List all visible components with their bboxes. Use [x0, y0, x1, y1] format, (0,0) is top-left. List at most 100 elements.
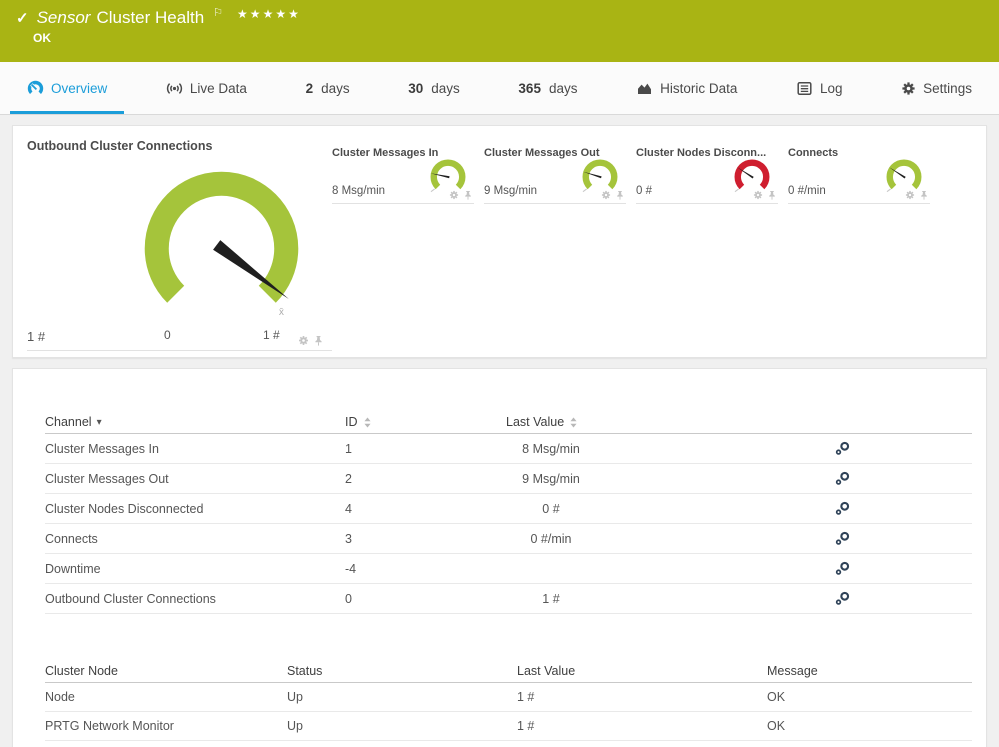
flag-icon[interactable]: ⚐	[213, 6, 224, 19]
sort-both-icon	[569, 417, 578, 428]
main-gauge-current-value: 1 #	[27, 329, 46, 344]
tab-overview[interactable]: Overview	[10, 62, 124, 114]
channel-settings-icon[interactable]	[835, 471, 850, 486]
last-value-cell: 1 #	[506, 584, 596, 614]
tab-historic-data[interactable]: Historic Data	[619, 62, 754, 114]
message-header-label: Message	[767, 664, 818, 678]
gauge-pin-icon[interactable]	[919, 190, 929, 200]
last-value-cell	[506, 554, 596, 584]
channel-settings-icon[interactable]	[835, 441, 850, 456]
small-gauge	[430, 159, 466, 193]
node-status-cell: Up	[287, 683, 517, 712]
gauge-title: Cluster Messages In	[332, 147, 439, 159]
id-column-header[interactable]: ID	[345, 411, 506, 434]
channel-settings-icon[interactable]	[835, 561, 850, 576]
status-ok-check-icon: ✓	[16, 10, 29, 27]
last-value-column-header[interactable]: Last Value	[506, 411, 596, 434]
cluster-node-header-label: Cluster Node	[45, 664, 118, 678]
tab-log[interactable]: Log	[779, 62, 860, 114]
row-spacer	[596, 584, 822, 614]
channel-settings-icon[interactable]	[835, 591, 850, 606]
gauge-icon	[27, 80, 44, 94]
channel-cell[interactable]: Connects	[45, 524, 345, 554]
sort-desc-icon: ▾	[96, 416, 102, 428]
last-value-header-label: Last Value	[517, 664, 576, 678]
row-icon-cell	[822, 524, 972, 554]
row-spacer	[596, 494, 822, 524]
channel-settings-icon[interactable]	[835, 531, 850, 546]
channel-cell[interactable]: Cluster Messages In	[45, 434, 345, 464]
row-spacer	[596, 554, 822, 584]
small-gauge	[886, 159, 922, 193]
node-status-cell: Up	[287, 712, 517, 741]
tab-30-days[interactable]: 30 days	[391, 62, 477, 114]
gauge-needle	[582, 171, 602, 179]
gauge-settings-gear-icon[interactable]	[601, 190, 611, 200]
gauge-title: Connects	[788, 147, 839, 159]
status-header-label: Status	[287, 664, 323, 678]
node-message-cell: OK	[767, 683, 972, 712]
channel-cell[interactable]: Downtime	[45, 554, 345, 584]
gauge-pin-icon[interactable]	[313, 335, 324, 346]
tab-bar: Overview Live Data 2 days 30 days 365 da…	[0, 62, 999, 115]
gauges-panel: Outbound Cluster Connections x̄ 1 # 0 1 …	[12, 125, 987, 358]
gauge-title: Cluster Nodes Disconn...	[636, 147, 767, 159]
tab-historic-data-label: Historic Data	[660, 80, 738, 96]
small-gauges: Cluster Messages In 8 Msg/min Cluster Me…	[332, 126, 940, 357]
gauge-settings-gear-icon[interactable]	[753, 190, 763, 200]
row-icon-cell	[822, 494, 972, 524]
main-gauge-min-label: 0	[164, 328, 171, 342]
gauge-value: 9 Msg/min	[484, 185, 538, 197]
id-cell: 1	[345, 434, 506, 464]
gauge-pin-icon[interactable]	[463, 190, 473, 200]
gauge-settings-gear-icon[interactable]	[298, 335, 309, 346]
small-gauge	[582, 159, 618, 193]
status-column-header: Status	[287, 660, 517, 683]
gauge-settings-gear-icon[interactable]	[905, 190, 915, 200]
tab-live-data-label: Live Data	[189, 80, 247, 96]
last-value-header-label: Last Value	[506, 415, 565, 429]
header-spacer	[596, 411, 822, 434]
gauge-settings-gear-icon[interactable]	[449, 190, 459, 200]
tab-settings[interactable]: Settings	[884, 62, 989, 114]
node-name-cell: PRTG Network Monitor	[45, 712, 287, 741]
tab-30-days-label: days	[431, 80, 460, 96]
last-value-cell: 0 #/min	[506, 524, 596, 554]
channel-column-header[interactable]: Channel ▾	[45, 411, 345, 434]
tab-2-days-label: days	[321, 80, 350, 96]
main-gauge-section: Outbound Cluster Connections x̄ 1 # 0 1 …	[13, 126, 332, 357]
channel-cell[interactable]: Cluster Nodes Disconnected	[45, 494, 345, 524]
row-icon-cell	[822, 434, 972, 464]
main-gauge: x̄	[144, 171, 299, 318]
gauge-pin-icon[interactable]	[767, 190, 777, 200]
gauge-section-connects: Connects 0 #/min	[788, 146, 930, 204]
tab-365-days-label: days	[548, 80, 578, 96]
gauge-section-cluster-messages-out: Cluster Messages Out 9 Msg/min	[484, 146, 626, 204]
row-icon-cell	[822, 584, 972, 614]
last-value-column-header: Last Value	[517, 660, 767, 683]
tab-live-data[interactable]: Live Data	[149, 62, 264, 114]
priority-stars[interactable]: ★★★★★	[237, 7, 301, 21]
channel-cell[interactable]: Outbound Cluster Connections	[45, 584, 345, 614]
channel-settings-icon[interactable]	[835, 501, 850, 516]
tab-30-days-number: 30	[408, 80, 424, 96]
node-last-value-cell: 1 #	[517, 683, 767, 712]
cluster-node-table: Cluster Node Status Last Value Message N…	[45, 660, 972, 741]
main-gauge-title: Outbound Cluster Connections	[27, 139, 213, 153]
channel-cell[interactable]: Cluster Messages Out	[45, 464, 345, 494]
gauge-value: 8 Msg/min	[332, 185, 386, 197]
tab-365-days[interactable]: 365 days	[501, 62, 594, 114]
id-cell: -4	[345, 554, 506, 584]
tab-2-days[interactable]: 2 days	[289, 62, 367, 114]
sort-both-icon	[363, 417, 372, 428]
sensor-title: Cluster Health	[96, 8, 205, 27]
row-spacer	[596, 434, 822, 464]
row-icon-cell	[822, 554, 972, 584]
small-gauge	[734, 159, 770, 193]
id-cell: 0	[345, 584, 506, 614]
tab-log-label: Log	[820, 80, 843, 96]
id-header-label: ID	[345, 415, 358, 429]
id-cell: 2	[345, 464, 506, 494]
main-gauge-max-label: 1 #	[263, 328, 280, 342]
gauge-pin-icon[interactable]	[615, 190, 625, 200]
